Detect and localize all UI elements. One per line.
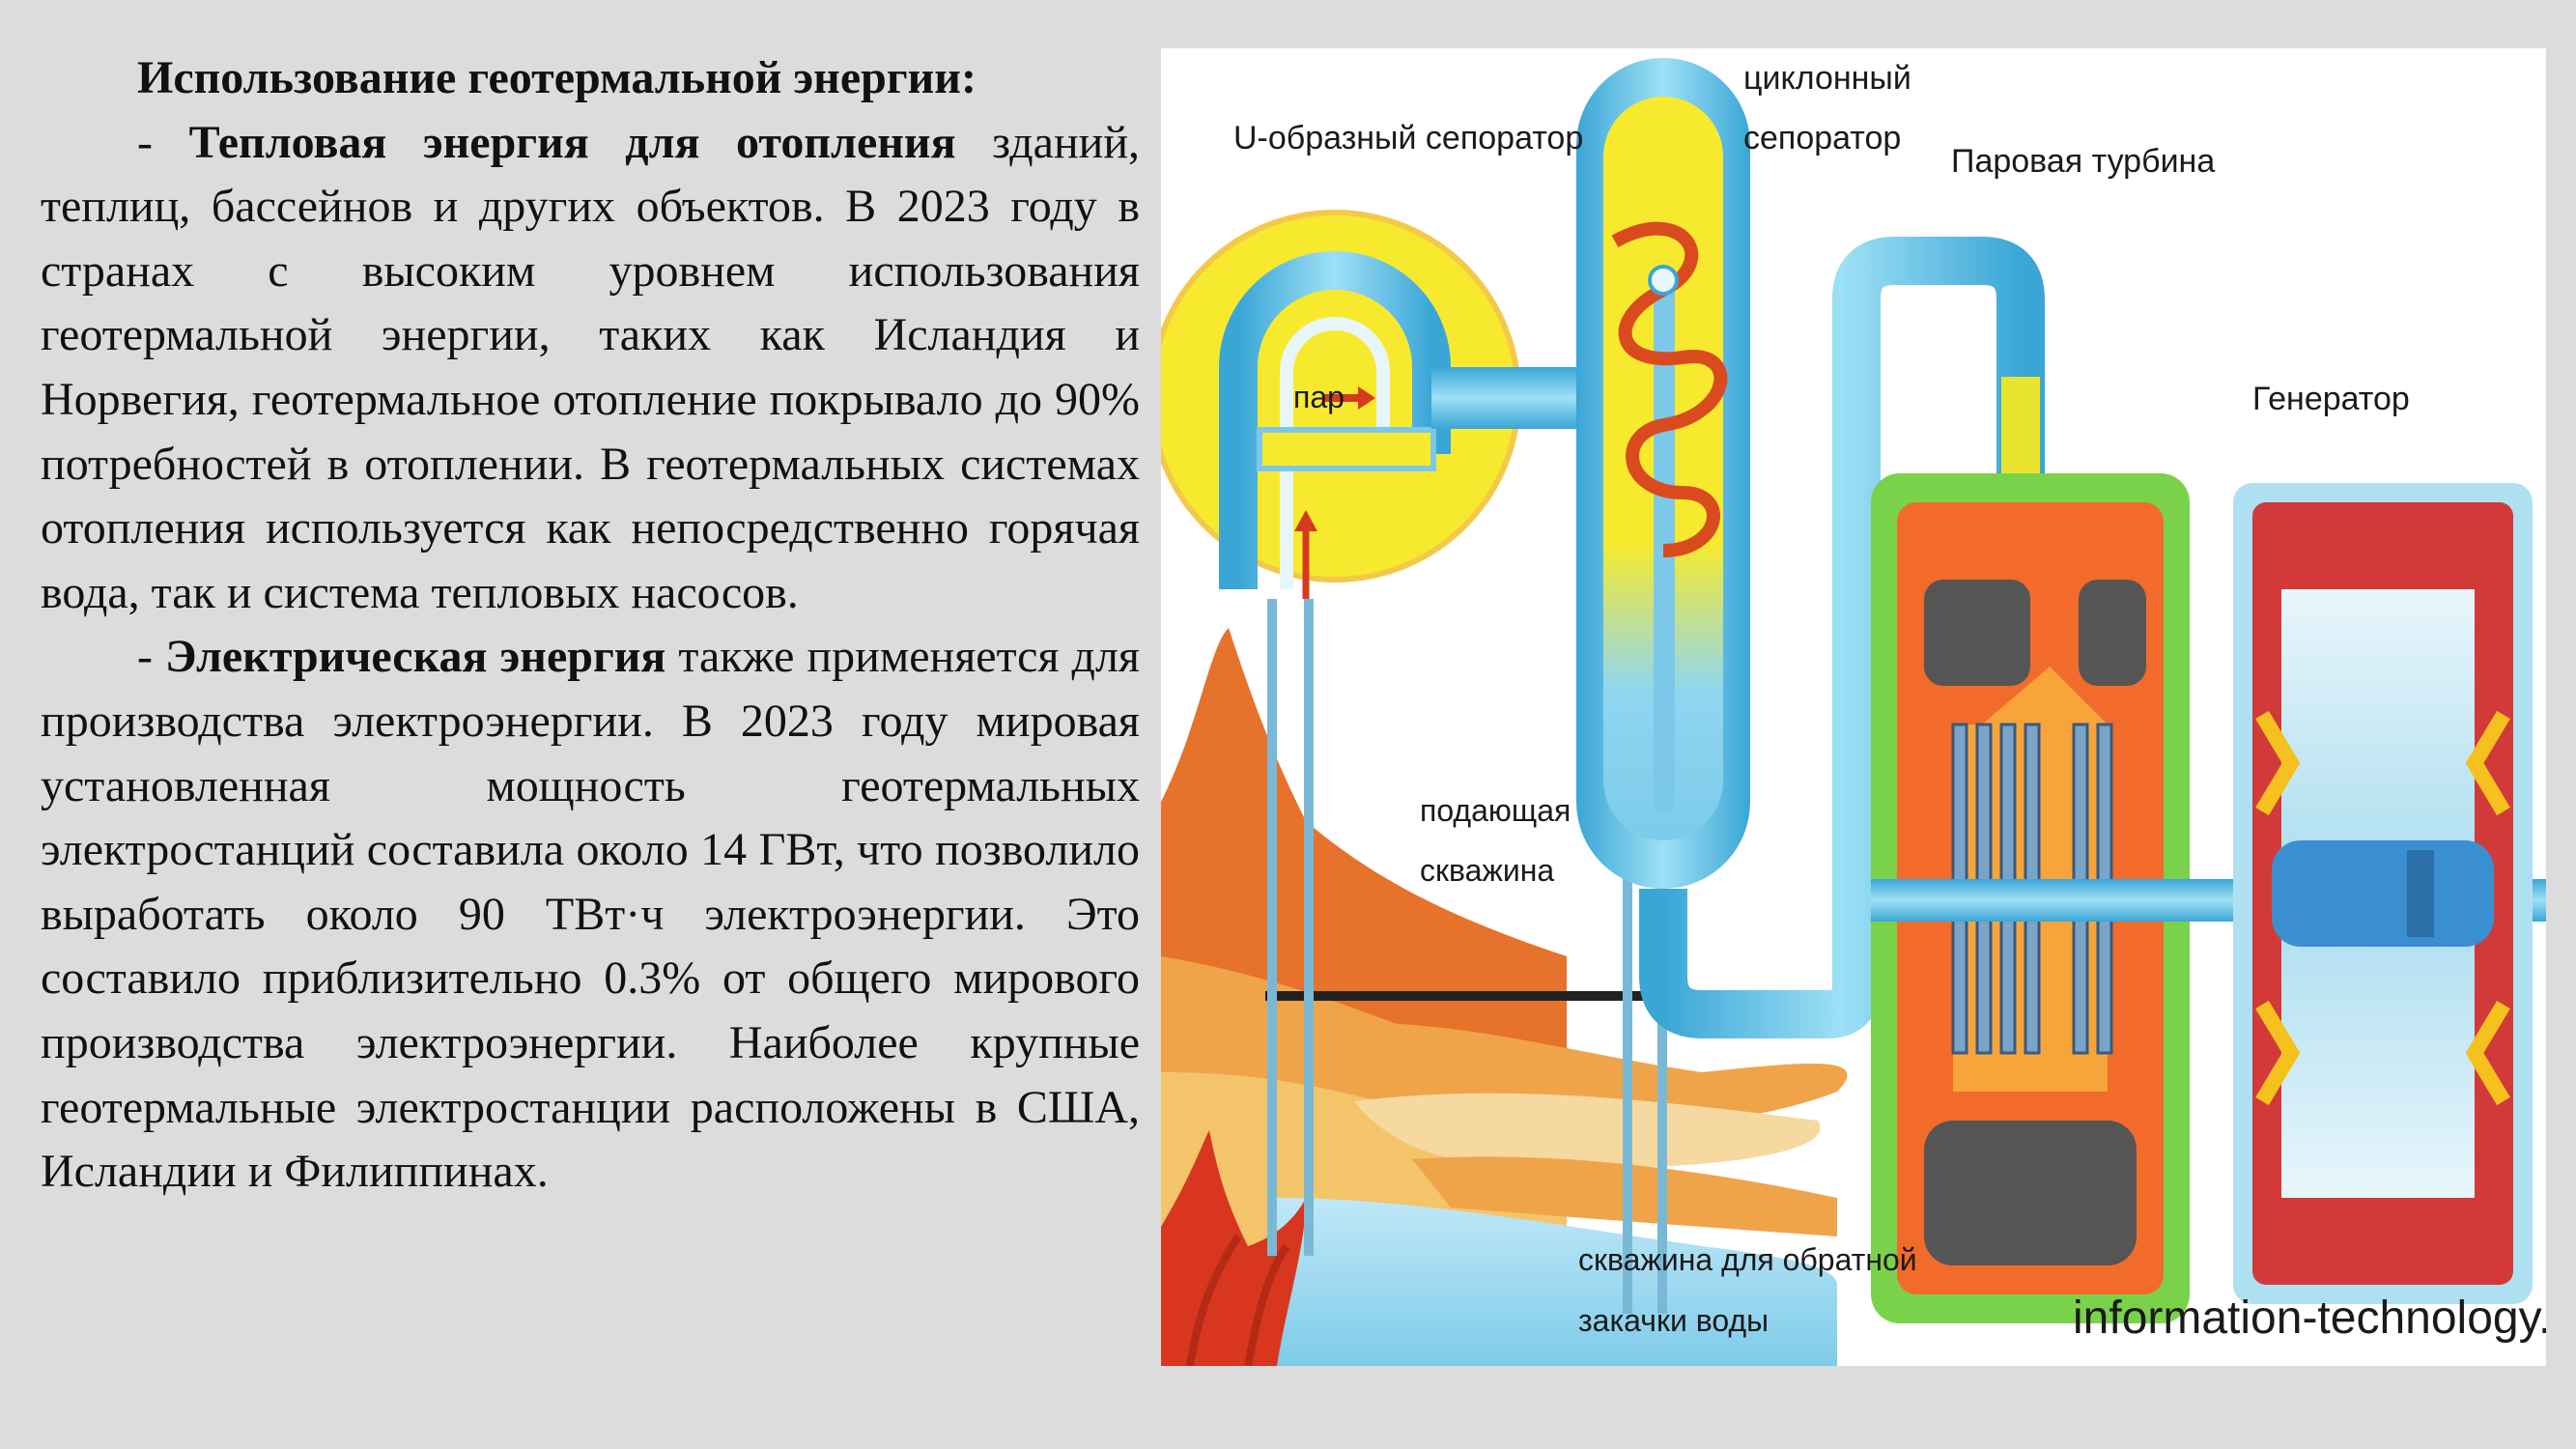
label-steam: пар [1293,380,1345,414]
steam-turbine [1871,473,2546,1323]
cyclone-separator [1576,58,1750,889]
generator [2233,483,2533,1304]
u-separator [1161,210,1521,599]
paragraph-heat: - Тепловая энергия для отопления зданий,… [41,111,1140,626]
label-u-separator: U-образный сепоратор [1233,120,1583,156]
heat-energy-term: Тепловая энергия для отопления [188,116,956,168]
dash: - [137,116,153,168]
label-return-line2: закачки воды [1578,1303,1769,1338]
geothermal-plant-diagram: U-образный сепоратор циклонный сепоратор… [1161,48,2546,1366]
well-pipes [1267,599,1667,1314]
watermark: information-technology.ru [2073,1293,2546,1344]
label-generator: Генератор [2252,381,2410,417]
heading: Использование геотермальной энергии: [137,52,977,103]
dash: - [137,631,153,683]
text-content: Использование геотермальной энергии: - Т… [41,46,1140,1205]
heat-energy-text: зданий, теплиц, бассейнов и других объек… [41,116,1141,618]
paragraph-electric: - Электрическая энергия также применяетс… [41,625,1140,1204]
label-return-line1: скважина для обратной [1578,1242,1917,1277]
label-steam-turbine: Паровая турбина [1951,143,2215,180]
label-cyclone-line2: сепоратор [1743,120,1901,156]
label-supply-line1: подающая [1420,793,1571,828]
ground-layers [1161,628,1848,1366]
electric-energy-term: Электрическая энергия [165,631,666,683]
ground-line [1265,991,1845,1001]
label-supply-line2: скважина [1420,853,1554,888]
pipe-to-cyclone [1431,367,1586,429]
electric-energy-text: также применяется для производства элект… [41,631,1140,1198]
label-cyclone-line1: циклонный [1743,60,1911,97]
